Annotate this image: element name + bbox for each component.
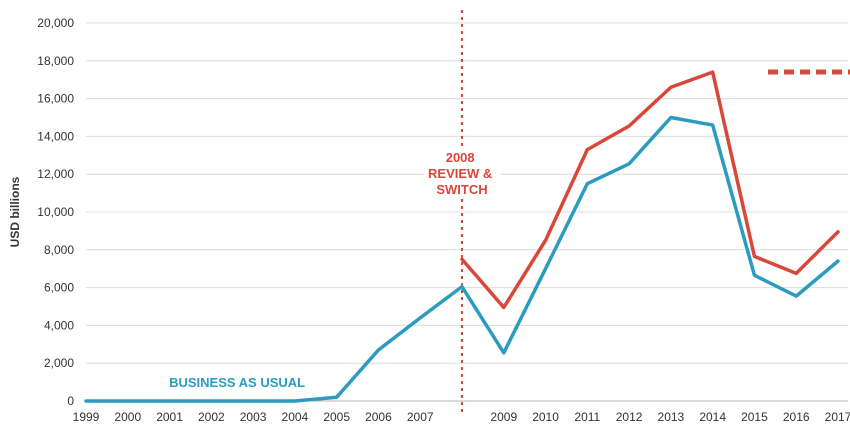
x-tick-labels: 1999 2000 2001 2002 2003 2004 2005 2006 2007 2009… [73, 410, 850, 424]
y-tick-label: 2,000 [44, 356, 74, 370]
y-tick-label: 6,000 [44, 281, 74, 295]
y-tick-label: 4,000 [44, 318, 74, 332]
x-tick-label: 2000 [114, 410, 141, 424]
switch-annotation-line-2: REVIEW & [428, 166, 492, 181]
switch-annotation-background [424, 149, 500, 199]
x-tick-label: 2007 [407, 410, 434, 424]
x-tick-label: 2005 [323, 410, 350, 424]
x-tick-label: 2012 [616, 410, 643, 424]
y-tick-label: 16,000 [37, 92, 74, 106]
x-tick-label: 2002 [198, 410, 225, 424]
series-lines [84, 70, 840, 403]
business-as-usual-label: BUSINESS AS USUAL [169, 375, 305, 390]
x-tick-label: 2011 [574, 410, 600, 424]
x-tick-label: 2006 [365, 410, 392, 424]
switch-annotation: 2008 REVIEW & SWITCH [428, 150, 496, 197]
x-tick-label: 2017 [825, 410, 850, 424]
x-tick-label: 2001 [156, 410, 183, 424]
switch-annotation-line-1: 2008 [446, 150, 475, 165]
review-switch-line [460, 70, 840, 310]
x-tick-label: 2014 [699, 410, 726, 424]
switch-annotation-line-3: SWITCH [436, 182, 487, 197]
x-tick-label: 2009 [490, 410, 517, 424]
y-tick-labels: 0 2,000 4,000 6,000 8,000 10,000 12,000 14,000 1… [37, 16, 74, 408]
y-tick-label: 0 [67, 394, 74, 408]
x-tick-label: 2010 [532, 410, 559, 424]
x-tick-label: 2013 [658, 410, 685, 424]
y-axis-label: USD billions [8, 176, 22, 247]
y-tick-label: 20,000 [37, 16, 74, 30]
y-tick-label: 8,000 [44, 243, 74, 257]
y-tick-label: 10,000 [37, 205, 74, 219]
x-tick-label: 2003 [240, 410, 267, 424]
gridlines [86, 22, 848, 402]
x-tick-label: 1999 [73, 410, 100, 424]
y-tick-label: 18,000 [37, 54, 74, 68]
x-tick-label: 2015 [741, 410, 768, 424]
y-tick-label: 14,000 [37, 129, 74, 143]
y-tick-label: 12,000 [37, 167, 74, 181]
x-tick-label: 2004 [282, 410, 309, 424]
business-as-usual-line [84, 115, 840, 403]
x-tick-label: 2016 [783, 410, 810, 424]
